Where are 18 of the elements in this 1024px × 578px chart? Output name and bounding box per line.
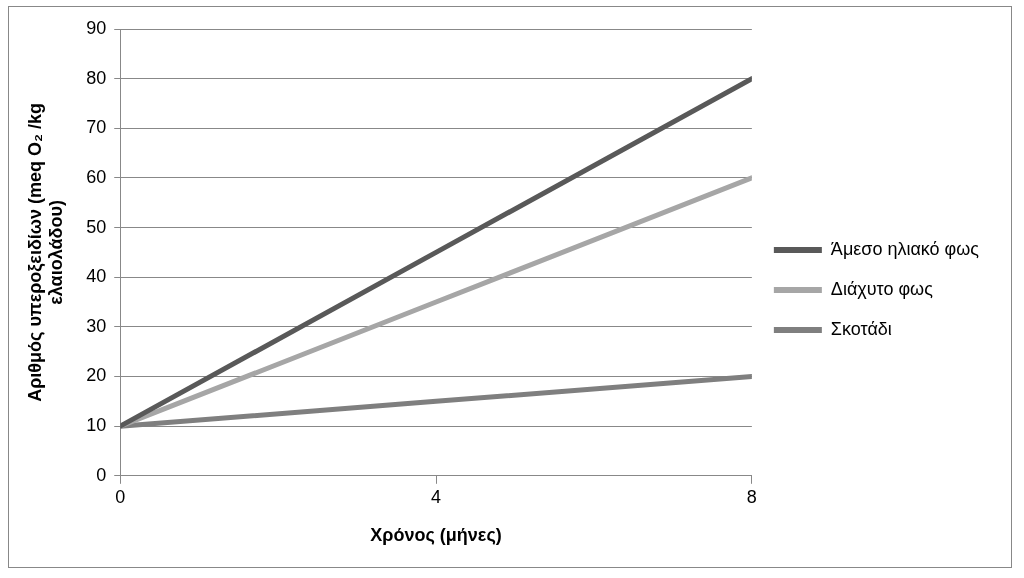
x-axis-title: Χρόνος (μήνες) — [370, 525, 502, 546]
y-tick-label: 0 — [96, 464, 107, 485]
y-tick-label: 60 — [86, 166, 107, 187]
y-tick-label: 40 — [86, 266, 107, 287]
x-tick-label: 4 — [431, 486, 442, 507]
y-axis-title: Αριθμός υπεροξειδίων (meq O₂ /kg ελαιολάδου) — [24, 102, 67, 402]
y-tick-label: 10 — [86, 415, 107, 436]
y-tick-label: 20 — [86, 365, 107, 386]
legend-label: Σκοτάδι — [830, 318, 892, 339]
y-tick-label: 70 — [86, 117, 107, 138]
y-tick-label: 30 — [86, 315, 107, 336]
legend-label: Διάχυτο φως — [830, 278, 934, 299]
y-tick-label: 90 — [86, 17, 107, 38]
legend-label: Άμεσο ηλιακό φως — [830, 238, 980, 259]
y-tick-label: 50 — [86, 216, 107, 237]
y-tick-label: 80 — [86, 67, 107, 88]
x-tick-label: 0 — [115, 486, 126, 507]
x-tick-label: 8 — [746, 486, 757, 507]
